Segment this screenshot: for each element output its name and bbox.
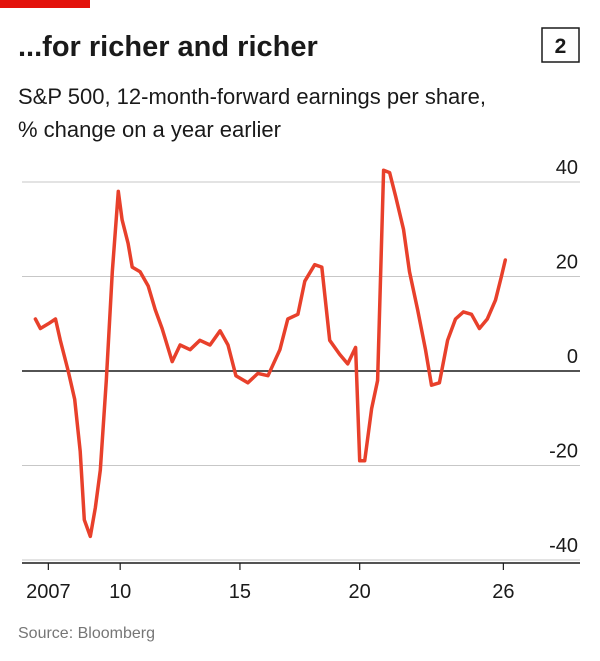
x-tick-label: 2007: [26, 581, 71, 603]
brand-bar: [0, 0, 90, 8]
y-tick-label: 40: [556, 157, 578, 179]
x-tick-label: 20: [349, 581, 371, 603]
y-tick-label: -20: [549, 441, 578, 463]
source: Source: Bloomberg: [18, 625, 155, 642]
subtitle: % change on a year earlier: [18, 117, 281, 142]
x-tick-label: 15: [229, 581, 251, 603]
badge-box: [541, 27, 580, 63]
x-tick-label: 26: [492, 581, 514, 603]
y-tick-label: 0: [567, 346, 578, 368]
plot: 40 20 0 -20 -40 2007 10 15 20 26: [22, 157, 580, 603]
y-tick-label: 20: [556, 252, 578, 274]
x-tick-label: 10: [109, 581, 131, 603]
chart-title: ...for richer and richer: [18, 31, 318, 63]
subtitle: S&P 500, 12-month-forward earnings per s…: [18, 84, 486, 109]
badge: 2: [555, 35, 567, 58]
y-tick-label: -40: [549, 535, 578, 557]
data-line: [33, 168, 508, 539]
